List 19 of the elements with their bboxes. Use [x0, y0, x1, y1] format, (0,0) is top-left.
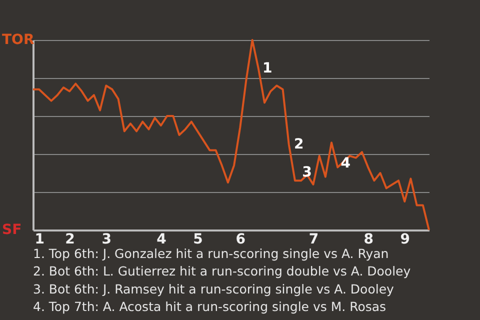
x-tick-label: 9: [400, 232, 410, 248]
annotation: TOR: [2, 32, 34, 48]
x-tick-label: 3: [102, 232, 112, 248]
x-tick-label: 8: [364, 232, 374, 248]
annotation: 4: [340, 155, 351, 172]
annotation: 1: [262, 60, 272, 76]
text: 2. Bot 6th: L. Gutierrez hit a run-scoring double vs A. Dooley: [33, 264, 412, 279]
annotation: 2: [294, 136, 304, 152]
text: 3. Bot 6th: J. Ramsey hit a run-scoring single vs A. Dooley: [33, 281, 395, 296]
text: 1. Top 6th: J. Gonzalez hit a run-scoring single vs A. Ryan: [33, 246, 389, 261]
x-tick-label: 5: [193, 232, 203, 248]
x-tick-label: 7: [308, 232, 319, 248]
x-tick-label: 1: [34, 232, 44, 248]
text: 4. Top 7th: A. Acosta hit a run-scoring single vs M. Rosas: [33, 299, 386, 314]
annotation: 3: [302, 164, 312, 181]
x-tick-label: 4: [156, 232, 167, 248]
x-tick-label: 2: [65, 232, 75, 248]
text: SF: [2, 222, 22, 238]
x-tick-label: 6: [236, 232, 246, 248]
